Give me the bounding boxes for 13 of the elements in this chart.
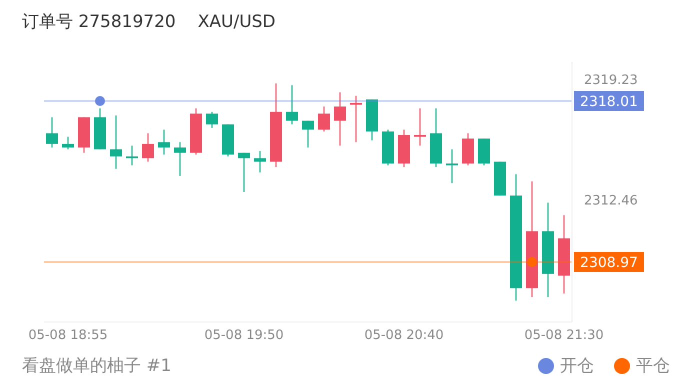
- y-tick-label: 2319.23: [584, 72, 638, 88]
- x-tick-label: 05-08 19:50: [204, 328, 284, 344]
- x-tick-label: 05-08 20:40: [364, 328, 444, 344]
- y-tick-label: 2312.46: [584, 193, 638, 208]
- text: 看盘做单的柚子 #1: [22, 355, 172, 377]
- x-tick-label: 05-08 21:30: [524, 328, 604, 344]
- x-tick-label: 05-08 18:55: [28, 328, 108, 344]
- chart-title: 订单号 275819720: [22, 12, 176, 32]
- ref-line-label: 2318.01: [580, 94, 638, 110]
- chart-subtitle: XAU/USD: [198, 12, 276, 32]
- legend-label: 开仓: [560, 355, 594, 377]
- ref-line-label: 2308.97: [580, 254, 638, 271]
- legend-label: 平仓: [636, 355, 670, 377]
